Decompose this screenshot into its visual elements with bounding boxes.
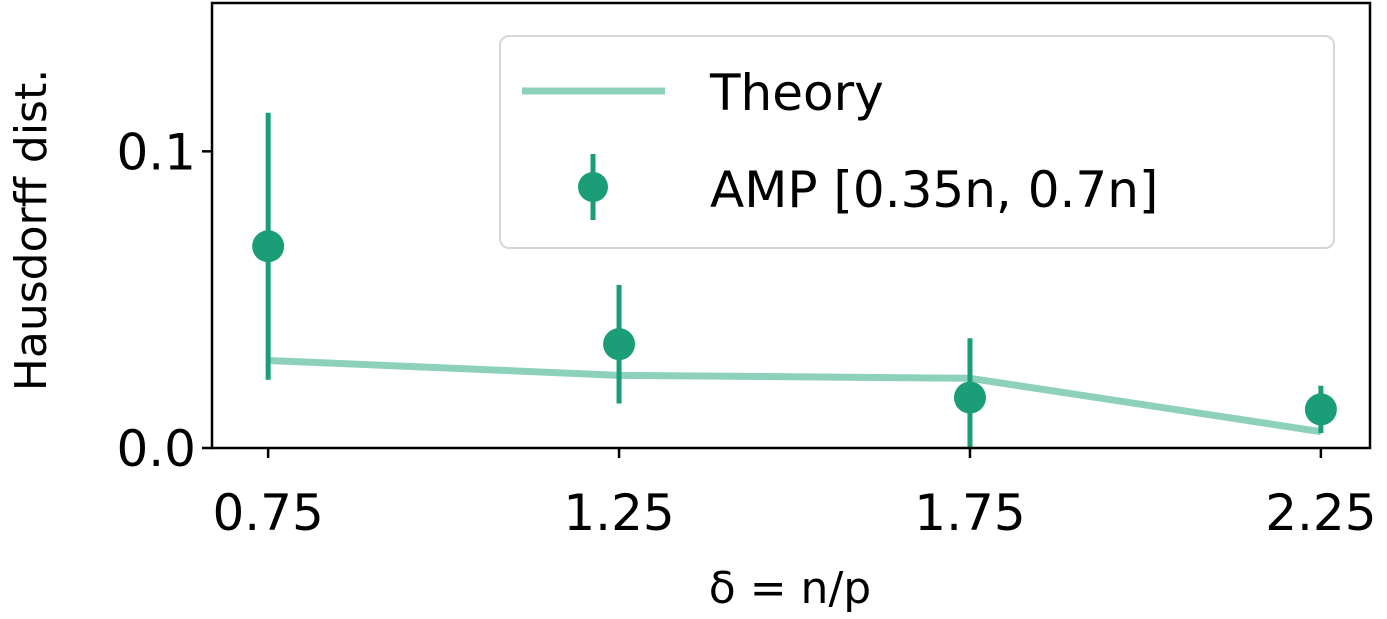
- plot-frame: [210, 1, 1372, 450]
- theory-line: [267, 356, 1322, 436]
- y-tick-label: 0.1: [116, 123, 196, 181]
- plot-marks: [252, 112, 1337, 448]
- amp-point: [252, 230, 285, 263]
- y-axis-label: Hausdorff dist.: [6, 69, 57, 391]
- axis-ticks: 0.75 1.25 1.75 2.25 0.0 0.1: [116, 123, 1376, 542]
- x-axis-label: δ = n/p: [709, 563, 871, 614]
- legend-box: [499, 35, 1335, 249]
- legend-theory-label: Theory: [709, 64, 884, 122]
- x-tick-label: 2.25: [1265, 484, 1376, 542]
- amp-point: [953, 381, 986, 414]
- x-tick-label: 0.75: [212, 484, 323, 542]
- legend-amp-label: AMP [0.35n, 0.7n]: [710, 161, 1158, 219]
- legend-amp-marker: [578, 172, 608, 202]
- amp-point: [1304, 393, 1337, 426]
- x-tick-label: 1.25: [563, 484, 674, 542]
- y-tick-label: 0.0: [116, 420, 196, 478]
- x-tick-label: 1.75: [914, 484, 1025, 542]
- amp-point: [603, 328, 636, 361]
- legend: Theory AMP [0.35n, 0.7n]: [499, 35, 1335, 249]
